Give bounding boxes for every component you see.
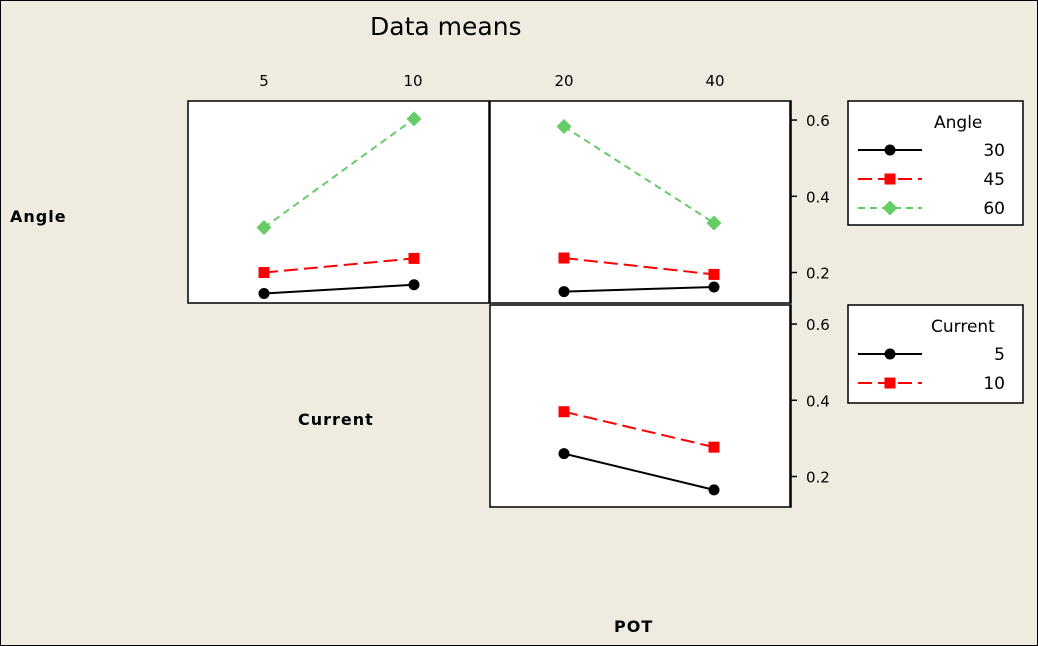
- panel-0-series-45-point-0: [258, 267, 270, 279]
- panel-0-series-60-point-1: [406, 111, 422, 127]
- panel-2-series-10-point-0: [558, 406, 570, 418]
- panel-0-series-60-point-0: [256, 220, 272, 236]
- panel-1-series-30-line: [563, 285, 715, 293]
- panel-0-series-30-point-1: [408, 279, 420, 291]
- y-tick-label-0-1: 0.4: [806, 188, 830, 206]
- panel-2: [489, 304, 792, 508]
- factor-label-pot: POT: [614, 617, 653, 636]
- legend-0-label-30: 30: [983, 141, 1005, 161]
- panel-0: [187, 100, 490, 304]
- panel-1-series-60-point-1: [706, 215, 722, 231]
- legend-0-swatch-marker-45: [884, 173, 896, 185]
- panel-1-series-30-point-1: [708, 281, 720, 293]
- legend-0-swatch-marker-30: [884, 144, 896, 156]
- y-tick-label-0-2: 0.6: [806, 112, 830, 130]
- factor-label-angle: Angle: [10, 207, 67, 226]
- legend-1-label-5: 5: [994, 345, 1005, 365]
- panel-2-series-10-point-1: [708, 441, 720, 453]
- y-tick-label-1-0: 0.2: [806, 469, 830, 487]
- x-tick-pot-20: 20: [554, 72, 573, 90]
- legend-title-angle: Angle: [934, 113, 982, 133]
- panels-group: [187, 100, 792, 508]
- legend-1-swatch-marker-10: [884, 377, 896, 389]
- legend-0-label-60: 60: [983, 199, 1005, 219]
- y-tick-label-1-2: 0.6: [806, 316, 830, 334]
- x-tick-pot-40: 40: [705, 72, 724, 90]
- panel-0-series-30-point-0: [258, 287, 270, 299]
- legend-box-1: [847, 304, 1024, 404]
- panel-0-series-60-line: [263, 118, 415, 229]
- panel-0-series-45-line: [263, 257, 415, 274]
- y-tick-label-0-0: 0.2: [806, 265, 830, 283]
- legend-1-swatch-marker-5: [884, 348, 896, 360]
- legend-0-swatch-marker-60: [882, 200, 898, 216]
- y-tick-label-1-1: 0.4: [806, 392, 830, 410]
- panel-0-series-30-line: [263, 283, 415, 295]
- x-tick-current-10: 10: [403, 72, 422, 90]
- panel-1: [489, 100, 792, 304]
- panel-1-series-60-line: [563, 125, 715, 224]
- panel-2-series-5-line: [563, 452, 715, 491]
- chart-title: Data means: [370, 12, 522, 41]
- y-axes-group: 0.2 0.4 0.6 0.2 0.4 0.6: [789, 101, 830, 507]
- panel-2-series-5-point-0: [558, 448, 570, 460]
- panel-2-series-10-line: [563, 410, 715, 449]
- legend-1-label-10: 10: [983, 374, 1005, 394]
- x-tick-current-5: 5: [259, 72, 269, 90]
- factor-label-current: Current: [298, 410, 374, 429]
- panel-0-series-45-point-1: [408, 252, 420, 264]
- legend-0-label-45: 45: [983, 170, 1005, 190]
- legend-box-0: [847, 100, 1024, 226]
- panel-2-series-5-point-1: [708, 484, 720, 496]
- legend-title-current: Current: [931, 317, 995, 337]
- panel-1-series-45-point-1: [708, 268, 720, 280]
- panel-1-series-60-point-0: [556, 119, 572, 135]
- panel-1-series-45-point-0: [558, 252, 570, 264]
- panel-1-series-30-point-0: [558, 286, 570, 298]
- panel-1-series-45-line: [563, 257, 715, 276]
